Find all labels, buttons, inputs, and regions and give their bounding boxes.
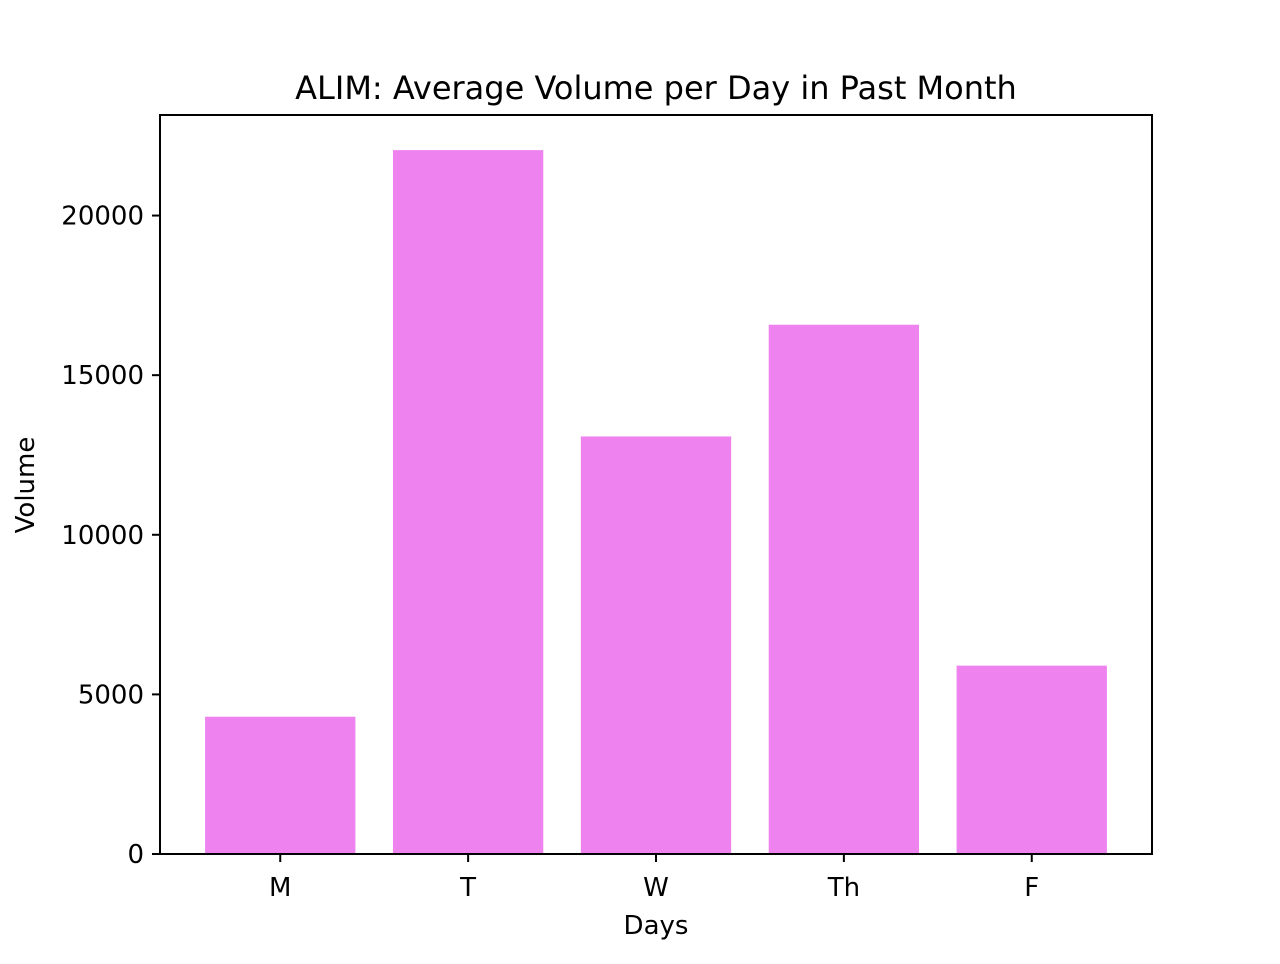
bar-th [768,324,920,855]
x-tick-label: W [643,873,669,903]
axis-ticks: M T W Th F 0 5000 10000 15000 20000 [61,202,1039,903]
y-tick-label: 5000 [78,680,144,710]
x-tick-label: M [269,873,291,903]
plot-frame [159,114,1153,855]
y-tick-label: 20000 [61,202,144,232]
y-tick-label: 15000 [61,361,144,391]
bar-w [580,436,732,854]
x-tick-label: F [1024,873,1039,903]
y-tick-label: 10000 [61,521,144,551]
chart-title: ALIM: Average Volume per Day in Past Mon… [295,69,1017,107]
bar-m [205,716,356,854]
y-axis-label: Volume [11,437,41,534]
x-axis-label: Days [624,911,689,941]
bar-f [956,665,1107,854]
y-tick-label: 0 [127,840,144,870]
bar-t [392,150,544,854]
bars [205,150,1107,855]
x-tick-label: Th [827,873,860,903]
x-tick-label: T [459,873,476,903]
